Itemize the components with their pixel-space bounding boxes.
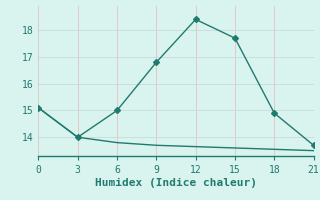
X-axis label: Humidex (Indice chaleur): Humidex (Indice chaleur) [95,178,257,188]
